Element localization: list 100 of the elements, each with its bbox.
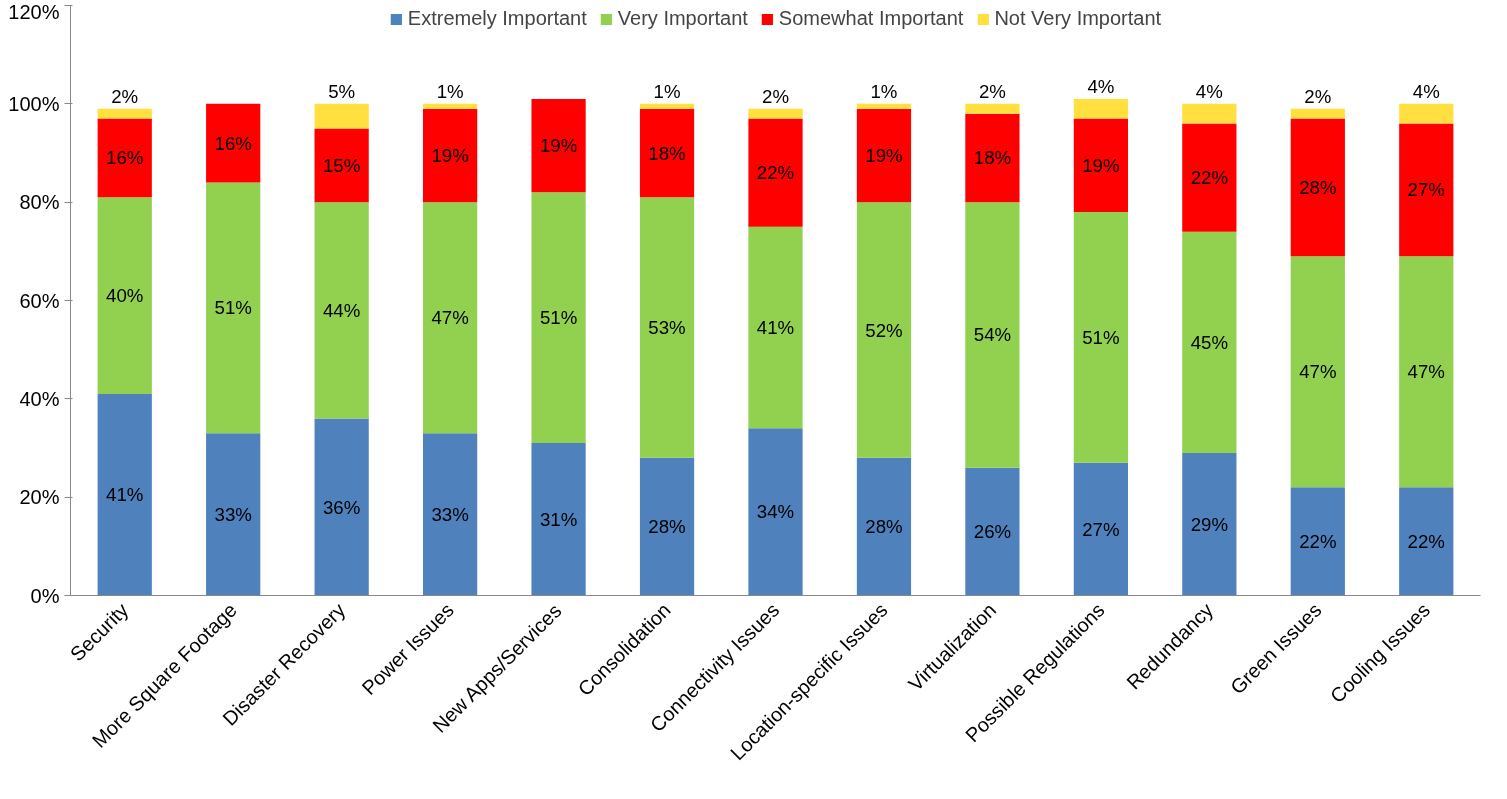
bar: [97, 197, 152, 394]
data-label: 19%: [865, 144, 903, 166]
bar: [423, 433, 478, 596]
data-label: 22%: [1190, 167, 1229, 189]
data-label: 47%: [1299, 361, 1337, 383]
bar: [748, 428, 803, 596]
bar: [423, 108, 478, 203]
bar: [965, 103, 1020, 114]
legend-label: Extremely Important: [407, 7, 587, 30]
bar: [965, 467, 1020, 596]
bar: [314, 418, 369, 596]
data-label: 28%: [1299, 176, 1337, 198]
bar: [965, 202, 1020, 468]
bar: [1073, 212, 1128, 463]
y-tick-label: 60%: [19, 289, 60, 312]
y-tick-label: 120%: [8, 0, 60, 23]
y-tick-label: 100%: [8, 92, 60, 115]
legend-label: Very Important: [617, 7, 748, 30]
data-label: 45%: [1190, 331, 1229, 353]
data-label: 16%: [214, 132, 252, 154]
y-tick-label: 0%: [30, 584, 60, 607]
bar: [314, 202, 369, 419]
data-label: 33%: [431, 503, 469, 525]
y-tick-label: 80%: [19, 191, 60, 214]
data-label: 4%: [1195, 81, 1223, 103]
y-tick-label: 40%: [19, 387, 60, 410]
data-label: 28%: [648, 516, 686, 538]
data-label: 41%: [106, 484, 144, 506]
bar: [531, 98, 586, 193]
bar: [965, 113, 1020, 203]
bar: [206, 103, 261, 183]
bar: [206, 433, 261, 596]
bar: [748, 226, 803, 429]
bar: [1182, 123, 1237, 232]
data-label: 19%: [539, 135, 578, 157]
legend-label: Somewhat Important: [778, 7, 964, 30]
data-label: 19%: [1082, 154, 1120, 176]
data-label: 51%: [1082, 326, 1120, 348]
bar: [423, 103, 478, 109]
data-label: 2%: [762, 86, 789, 108]
bar: [314, 103, 369, 129]
data-label: 19%: [431, 144, 469, 166]
bar: [1073, 98, 1128, 119]
bar: [423, 202, 478, 434]
data-label: 40%: [106, 285, 144, 307]
data-label: 18%: [973, 147, 1012, 169]
data-label: 22%: [1407, 530, 1445, 552]
data-label: 4%: [1087, 76, 1115, 98]
bar: [748, 108, 803, 119]
data-label: 26%: [973, 521, 1012, 543]
data-label: 44%: [322, 299, 361, 321]
data-label: 36%: [322, 496, 361, 518]
bar: [1290, 118, 1345, 257]
bar: [639, 103, 695, 109]
bar: [1182, 231, 1237, 453]
bar: [1290, 487, 1345, 596]
data-label: 29%: [1190, 513, 1229, 535]
data-label: 2%: [1304, 86, 1332, 108]
data-label: 1%: [653, 81, 681, 103]
data-label: 28%: [865, 516, 903, 538]
data-label: 1%: [436, 81, 464, 103]
data-label: 18%: [648, 142, 686, 164]
bar: [639, 457, 695, 596]
bar: [856, 202, 912, 458]
bar: [1290, 256, 1345, 488]
bar: [748, 118, 803, 227]
data-label: 5%: [328, 81, 356, 103]
bar: [1290, 108, 1345, 119]
bar: [639, 197, 695, 458]
bar: [314, 128, 369, 203]
bar: [97, 393, 152, 596]
data-label: 22%: [1299, 530, 1337, 552]
y-tick-label: 20%: [19, 486, 60, 509]
data-label: 31%: [539, 508, 578, 530]
bar: [856, 457, 912, 596]
data-label: 51%: [539, 307, 578, 329]
data-label: 4%: [1412, 81, 1440, 103]
bar: [97, 108, 152, 119]
bar: [1399, 256, 1454, 488]
bar: [97, 118, 152, 198]
data-label: 22%: [756, 162, 795, 184]
data-label: 27%: [1407, 179, 1445, 201]
data-label: 27%: [1082, 518, 1120, 540]
data-label: 33%: [214, 503, 252, 525]
data-label: 51%: [214, 297, 252, 319]
data-label: 41%: [756, 317, 795, 339]
data-label: 2%: [111, 86, 139, 108]
bar: [1399, 103, 1454, 124]
data-label: 16%: [106, 147, 144, 169]
bar: [531, 192, 586, 444]
data-label: 34%: [756, 501, 795, 523]
bar: [1182, 103, 1237, 124]
bar: [1399, 487, 1454, 596]
data-label: 47%: [1407, 361, 1445, 383]
data-label: 54%: [973, 324, 1012, 346]
bar: [531, 443, 586, 596]
bar: [1182, 452, 1237, 596]
data-label: 53%: [648, 317, 686, 339]
bar: [856, 108, 912, 203]
data-label: 1%: [870, 81, 898, 103]
